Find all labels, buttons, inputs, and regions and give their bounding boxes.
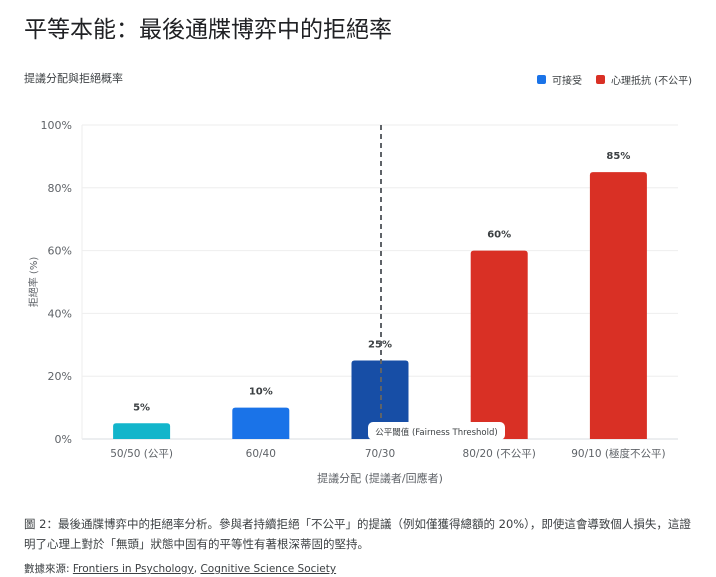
data-label: 60%: [487, 230, 511, 241]
bar: [113, 423, 171, 439]
page-title: 平等本能：最後通牒博弈中的拒絕率: [24, 17, 392, 43]
legend-swatch-blue: [537, 75, 547, 84]
bar: [470, 250, 528, 439]
y-tick-label: 60%: [48, 245, 72, 258]
x-axis-title: 提議分配 (提議者/回應者): [317, 471, 443, 485]
chart-title: 提議分配與拒絕概率: [24, 72, 123, 85]
source-line: 數據來源: Frontiers in Psychology, Cognitive…: [24, 561, 336, 576]
y-tick-label: 20%: [48, 370, 72, 383]
x-tick-label: 80/20 (不公平): [463, 448, 536, 460]
legend-item-resistance: 心理抵抗 (不公平): [596, 72, 692, 87]
data-label: 85%: [606, 151, 630, 162]
threshold-label: 公平閾值 (Fairness Threshold): [375, 427, 497, 438]
y-tick-label: 0%: [55, 433, 72, 446]
x-tick-label: 50/50 (公平): [110, 448, 173, 460]
legend-label: 心理抵抗 (不公平): [611, 76, 692, 87]
legend: 可接受 心理抵抗 (不公平): [537, 72, 692, 87]
source-link-frontiers[interactable]: Frontiers in Psychology: [72, 563, 194, 575]
legend-swatch-red: [596, 75, 606, 84]
y-axis-title: 拒絕率 (%): [27, 257, 40, 308]
source-link-cogsci[interactable]: Cognitive Science Society: [200, 563, 337, 575]
y-tick-label: 100%: [41, 119, 72, 132]
legend-label: 可接受: [552, 76, 583, 87]
data-label: 5%: [133, 402, 150, 413]
bar: [232, 407, 290, 439]
figure-caption: 圖 2：最後通牒博弈中的拒絕率分析。參與者持續拒絕「不公平」的提議（例如僅獲得總…: [24, 517, 691, 551]
legend-item-acceptable: 可接受: [537, 72, 582, 87]
bar: [589, 172, 647, 439]
x-tick-label: 60/40: [246, 448, 276, 460]
threshold-label-box: [368, 422, 505, 440]
source-prefix: 數據來源:: [24, 563, 73, 575]
x-tick-label: 90/10 (極度不公平): [571, 447, 665, 460]
y-tick-label: 40%: [48, 307, 72, 320]
source-separator: ,: [193, 563, 201, 575]
x-tick-label: 70/30: [365, 448, 395, 460]
data-label: 10%: [249, 387, 273, 398]
y-tick-label: 80%: [48, 182, 72, 195]
